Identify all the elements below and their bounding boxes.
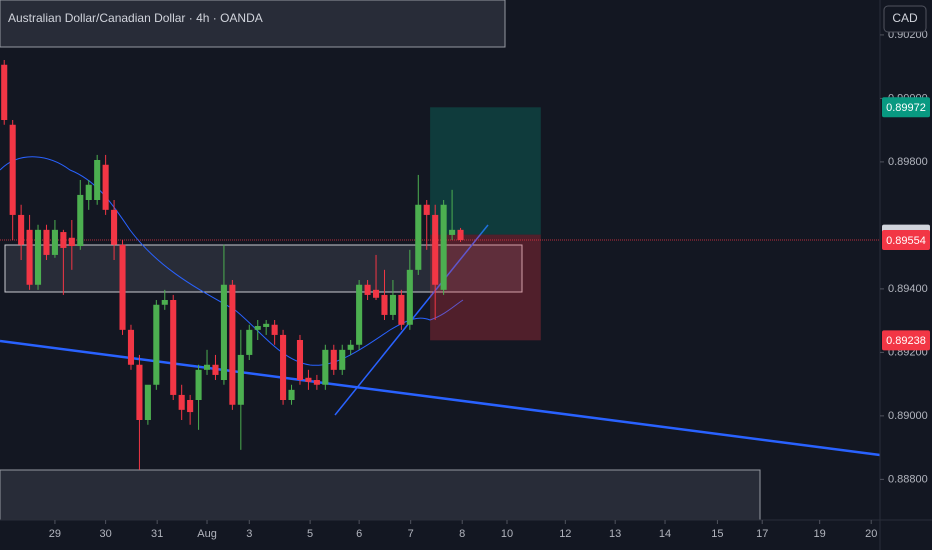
candle-body [68, 237, 75, 247]
candle-body [111, 209, 118, 245]
candle-body [127, 329, 135, 365]
candle-body [136, 364, 143, 420]
candle-body [170, 300, 177, 395]
candle-body [263, 323, 270, 327]
chart-title: Australian Dollar/Canadian Dollar · 4h ·… [8, 11, 263, 25]
candle-body [187, 400, 194, 413]
candle-body [330, 349, 337, 370]
candle-body [381, 294, 388, 315]
x-tick-label: 10 [501, 528, 513, 540]
candle-body [313, 380, 320, 385]
target-badge [882, 97, 930, 118]
candle-body [440, 204, 447, 290]
x-tick-label: 5 [307, 528, 313, 540]
candle-body [356, 284, 363, 345]
candle-body [322, 349, 329, 385]
x-tick-label: 17 [756, 528, 768, 540]
y-tick-label: 0.89400 [888, 283, 928, 295]
candle-body [212, 364, 219, 375]
candle-body [364, 284, 371, 295]
candle-body [237, 354, 244, 405]
candle-body [77, 194, 84, 247]
candle-body [94, 160, 101, 200]
zone [0, 469, 761, 521]
candle-body [347, 344, 354, 350]
last-price-badge-label: 0.89554 [886, 235, 926, 247]
candle-body [51, 229, 58, 255]
target-badge-label: 0.89972 [886, 102, 926, 114]
candle-body [432, 214, 439, 285]
last-price-badge [882, 230, 930, 250]
candle-body [339, 349, 346, 370]
candle-body [34, 229, 42, 285]
x-tick-label: 3 [246, 528, 252, 540]
candle-body [398, 294, 405, 325]
candle-body [1, 64, 8, 120]
candle-body [161, 300, 168, 305]
candle-body [449, 229, 456, 235]
candle-body [271, 324, 278, 335]
candle-body [26, 229, 33, 285]
candle-body [246, 329, 253, 355]
candle-body [229, 284, 236, 405]
stop-badge-label: 0.89238 [886, 335, 926, 347]
candle-body [220, 284, 227, 380]
x-tick-label: 29 [49, 528, 61, 540]
x-tick-label: Aug [197, 528, 217, 540]
y-tick-label: 0.88800 [888, 473, 928, 485]
trend-line [0, 339, 881, 457]
candle-body [372, 289, 380, 298]
candle-body [178, 394, 185, 410]
plot-area [0, 0, 881, 521]
x-tick-label: 13 [609, 528, 621, 540]
y-tick-label: 0.89000 [888, 410, 928, 422]
candle-body [457, 229, 464, 240]
candle-body [288, 389, 295, 400]
candle-body [43, 229, 50, 255]
candle-body [296, 340, 304, 380]
candle-body [119, 244, 126, 330]
x-tick-label: 12 [559, 528, 571, 540]
x-tick-label: 8 [459, 528, 465, 540]
candle-body [423, 204, 430, 215]
x-tick-label: 15 [711, 528, 723, 540]
stop-badge [882, 330, 930, 351]
candle-body [18, 214, 25, 245]
loss-zone [430, 234, 541, 341]
x-tick-label: 14 [659, 528, 671, 540]
x-tick-label: 7 [408, 528, 414, 540]
candle-body [9, 124, 16, 215]
currency-badge [883, 5, 927, 33]
candle-body [305, 377, 312, 382]
candle-body [254, 326, 261, 330]
x-tick-label: 6 [356, 528, 362, 540]
x-tick-label: 30 [100, 528, 112, 540]
candle-body [203, 364, 211, 370]
candle-body [153, 304, 160, 385]
x-tick-label: 19 [814, 528, 826, 540]
y-tick-label: 0.89800 [888, 156, 928, 168]
candle-body [389, 294, 396, 315]
profit-zone [430, 107, 541, 235]
candle-body [144, 384, 151, 420]
candle-body [406, 269, 413, 325]
candle-body [195, 369, 202, 400]
currency-label: CAD [892, 11, 918, 25]
x-tick-label: 20 [865, 528, 877, 540]
candle-body [60, 232, 67, 248]
candle-body [85, 184, 92, 200]
zone [0, 0, 506, 48]
moving-average [0, 156, 464, 366]
x-tick-label: 31 [151, 528, 163, 540]
candle-body [102, 164, 109, 210]
candle-body [415, 204, 422, 270]
candle-body [280, 334, 287, 400]
